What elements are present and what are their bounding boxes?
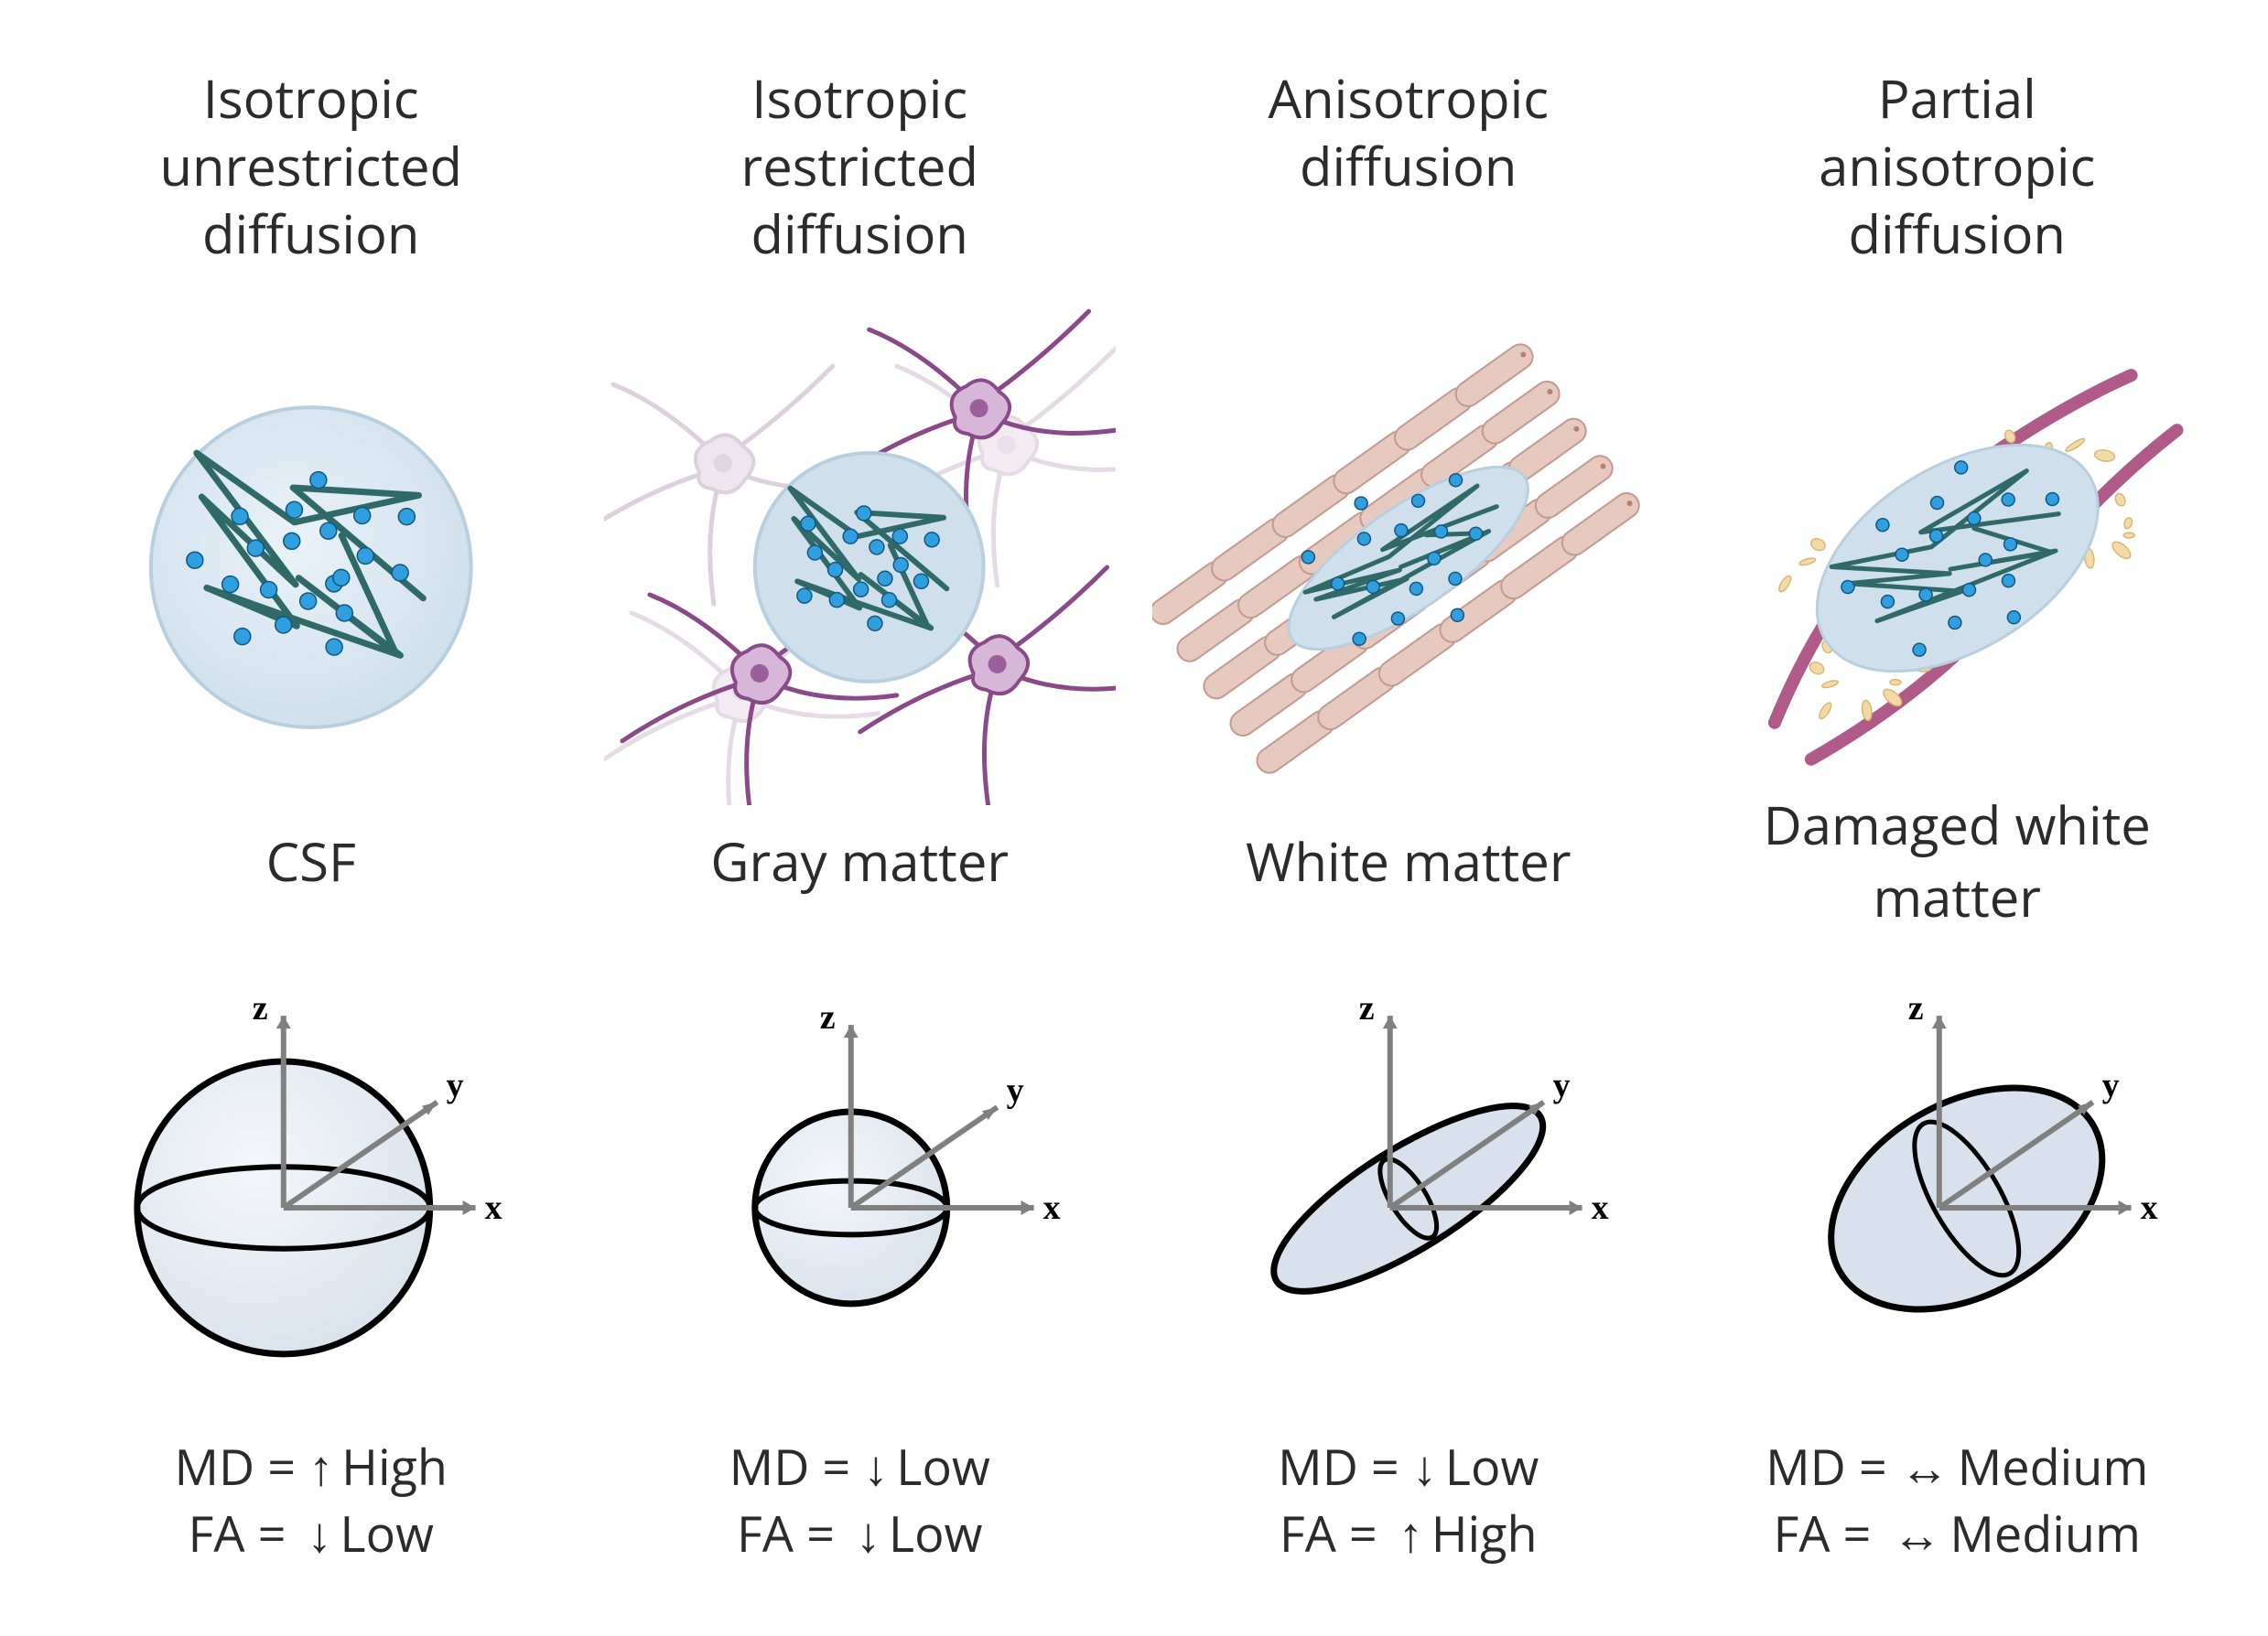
svg-text:y: y [447,1067,464,1105]
panel-2-heading: Anisotropicdiffusion [1152,55,1665,199]
panel-2-subheading: White matter [1152,824,1665,897]
svg-text:z: z [819,998,835,1037]
panel-3-tensor: z x y [1701,915,2214,1427]
svg-text:z: z [1907,989,1923,1028]
fa-line: FA = ↔ Medium [1701,1500,2214,1566]
panel-3-metrics: MD = ↔ MediumFA = ↔ Medium [1701,1427,2214,1566]
panel-2-metrics: MD = ↓ LowFA = ↑ High [1152,1427,1665,1566]
svg-text:y: y [1006,1071,1023,1110]
panel-1-illustration [604,293,1117,805]
panel-1-tensor: z x y [604,915,1117,1427]
panel-0-metrics: MD = ↑ HighFA = ↓ Low [55,1427,567,1566]
diffusion-infographic: Isotropicunrestricteddiffusion Isotropic… [0,0,2268,1636]
panel-1-heading: Isotropicrestricteddiffusion [604,55,1117,268]
md-line: MD = ↓ Low [604,1433,1117,1500]
svg-text:x: x [1592,1189,1609,1227]
heading-line: restricted [741,129,978,201]
svg-text:y: y [1553,1067,1571,1105]
svg-text:z: z [1359,989,1375,1028]
panel-1-metrics: MD = ↓ LowFA = ↓ Low [604,1427,1117,1566]
svg-text:x: x [485,1189,502,1227]
md-line: MD = ↑ High [55,1433,567,1500]
panel-3-illustration [1701,293,2214,805]
svg-text:x: x [1042,1189,1060,1227]
heading-line: Anisotropic [1268,61,1549,134]
fa-line: FA = ↓ Low [604,1500,1117,1566]
heading-line: unrestricted [159,129,462,201]
fa-line: FA = ↑ High [1152,1500,1665,1566]
fa-line: FA = ↓ Low [55,1500,567,1566]
panel-0-illustration [55,293,567,805]
heading-line: diffusion [751,197,968,269]
panel-1-subheading: Gray matter [604,824,1117,897]
heading-line: diffusion [1849,197,2066,269]
svg-text:y: y [2101,1067,2119,1105]
panel-3-subheading: Damaged white matter [1701,788,2214,932]
panel-0-subheading: CSF [55,824,567,897]
panel-2-illustration [1152,293,1665,805]
heading-line: diffusion [1300,129,1517,201]
panel-0-heading: Isotropicunrestricteddiffusion [55,55,567,268]
heading-line: anisotropic [1819,129,2095,201]
heading-line: diffusion [202,197,419,269]
panel-3-heading: Partialanisotropicdiffusion [1701,55,2214,268]
panel-2-tensor: z x y [1152,915,1665,1427]
heading-line: Isotropic [751,61,967,134]
md-line: MD = ↔ Medium [1701,1433,2214,1500]
svg-text:x: x [2140,1189,2157,1227]
svg-text:z: z [253,989,268,1028]
panel-0-tensor: z x y [55,915,567,1427]
heading-line: Isotropic [203,61,419,134]
heading-line: Partial [1878,61,2036,134]
md-line: MD = ↓ Low [1152,1433,1665,1500]
